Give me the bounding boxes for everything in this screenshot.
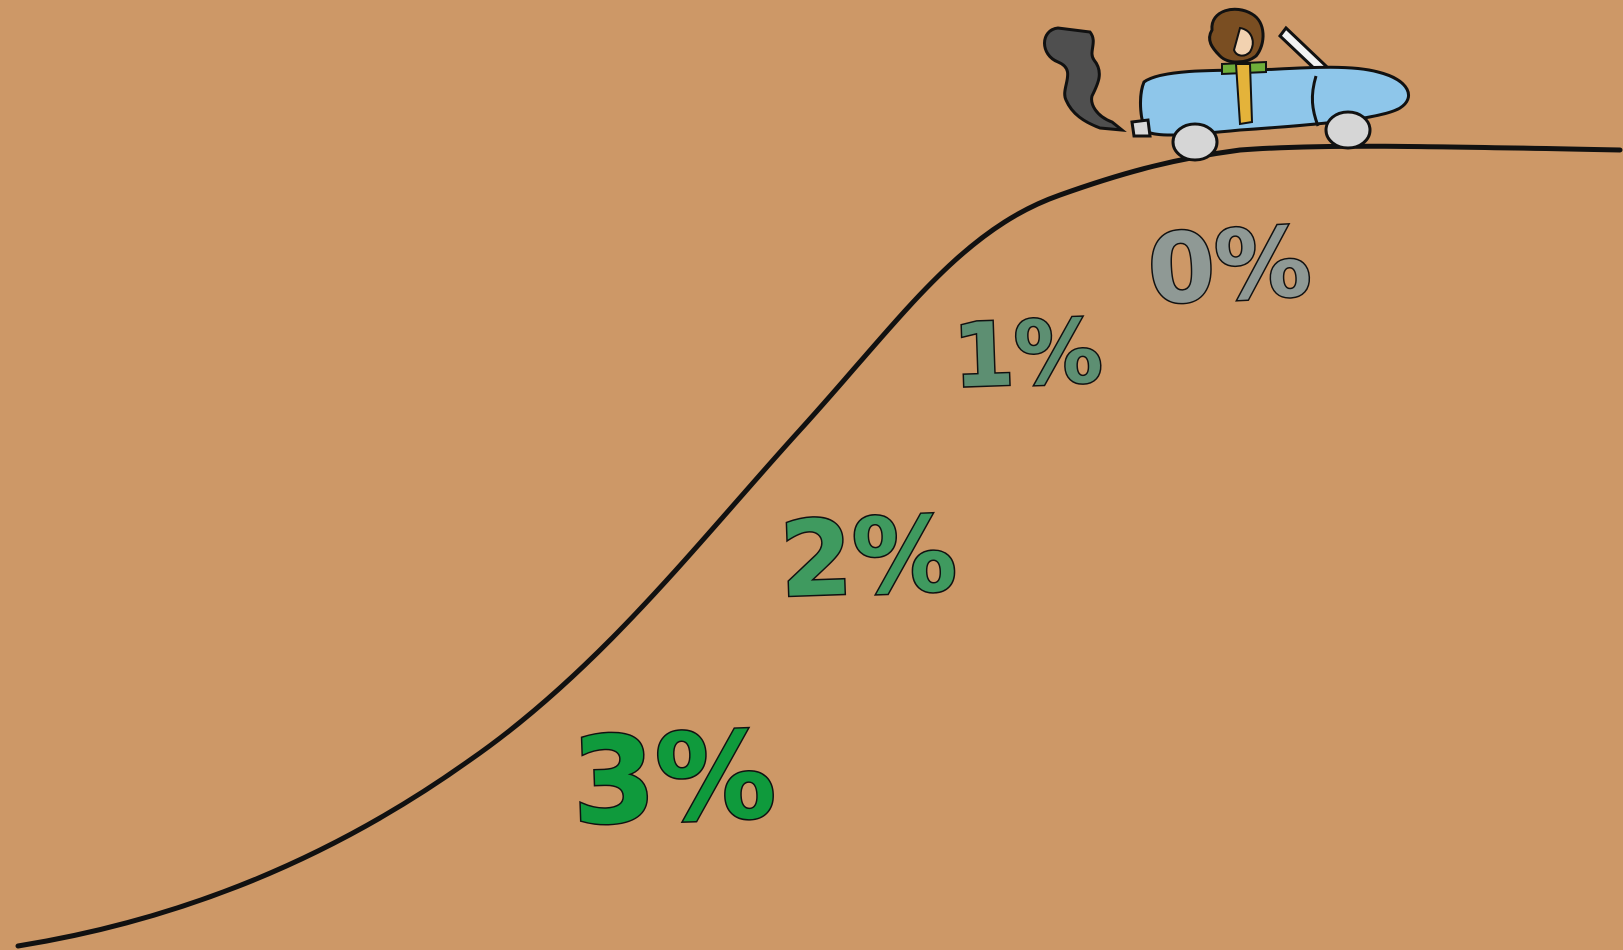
hill-curve <box>15 143 1623 949</box>
smoke-plume-icon <box>1043 26 1127 132</box>
rear-wheel-icon <box>1171 122 1219 162</box>
label-three-percent: 3% <box>568 705 779 854</box>
label-two-percent: 2% <box>776 491 960 622</box>
car-icon <box>1130 7 1411 162</box>
label-zero-percent: 0% <box>1144 204 1316 327</box>
front-wheel-icon <box>1324 110 1372 150</box>
label-one-percent: 1% <box>950 298 1106 409</box>
